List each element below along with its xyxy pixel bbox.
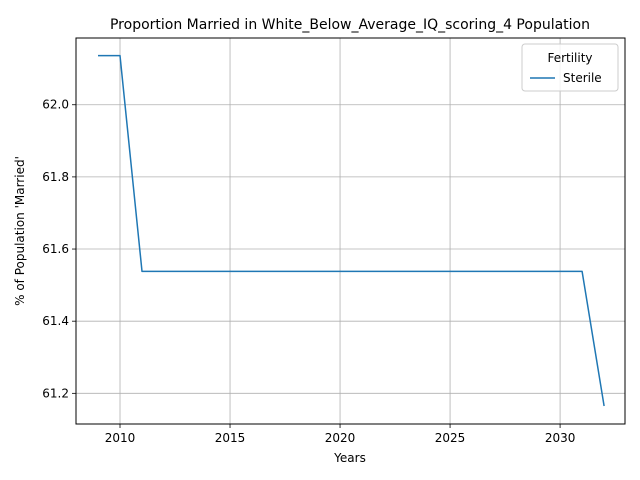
- legend: Fertility Sterile: [521, 43, 619, 92]
- x-tick-label: 2010: [105, 431, 136, 445]
- x-axis: 2010 2015 2020 2025 2030: [105, 424, 576, 445]
- legend-title: Fertility: [547, 51, 592, 65]
- legend-box: [521, 43, 619, 92]
- series-layer: [98, 54, 605, 407]
- chart-title: Proportion Married in White_Below_Averag…: [110, 17, 590, 33]
- y-tick-label: 62.0: [42, 98, 69, 112]
- y-axis: 61.2 61.4 61.6 61.8 62.0: [42, 98, 76, 400]
- series-line-sterile: [98, 54, 605, 407]
- x-tick-label: 2025: [435, 431, 466, 445]
- x-tick-label: 2020: [325, 431, 356, 445]
- y-tick-label: 61.4: [42, 314, 69, 328]
- x-tick-label: 2015: [215, 431, 246, 445]
- y-axis-label: % of Population 'Married': [13, 156, 27, 306]
- y-tick-label: 61.6: [42, 242, 69, 256]
- legend-entry-sterile: Sterile: [563, 71, 602, 85]
- grid: [76, 38, 625, 424]
- x-tick-label: 2030: [545, 431, 576, 445]
- y-tick-label: 61.2: [42, 386, 69, 400]
- x-axis-label: Years: [333, 451, 366, 465]
- plot-frame: [75, 37, 626, 425]
- y-tick-label: 61.8: [42, 170, 69, 184]
